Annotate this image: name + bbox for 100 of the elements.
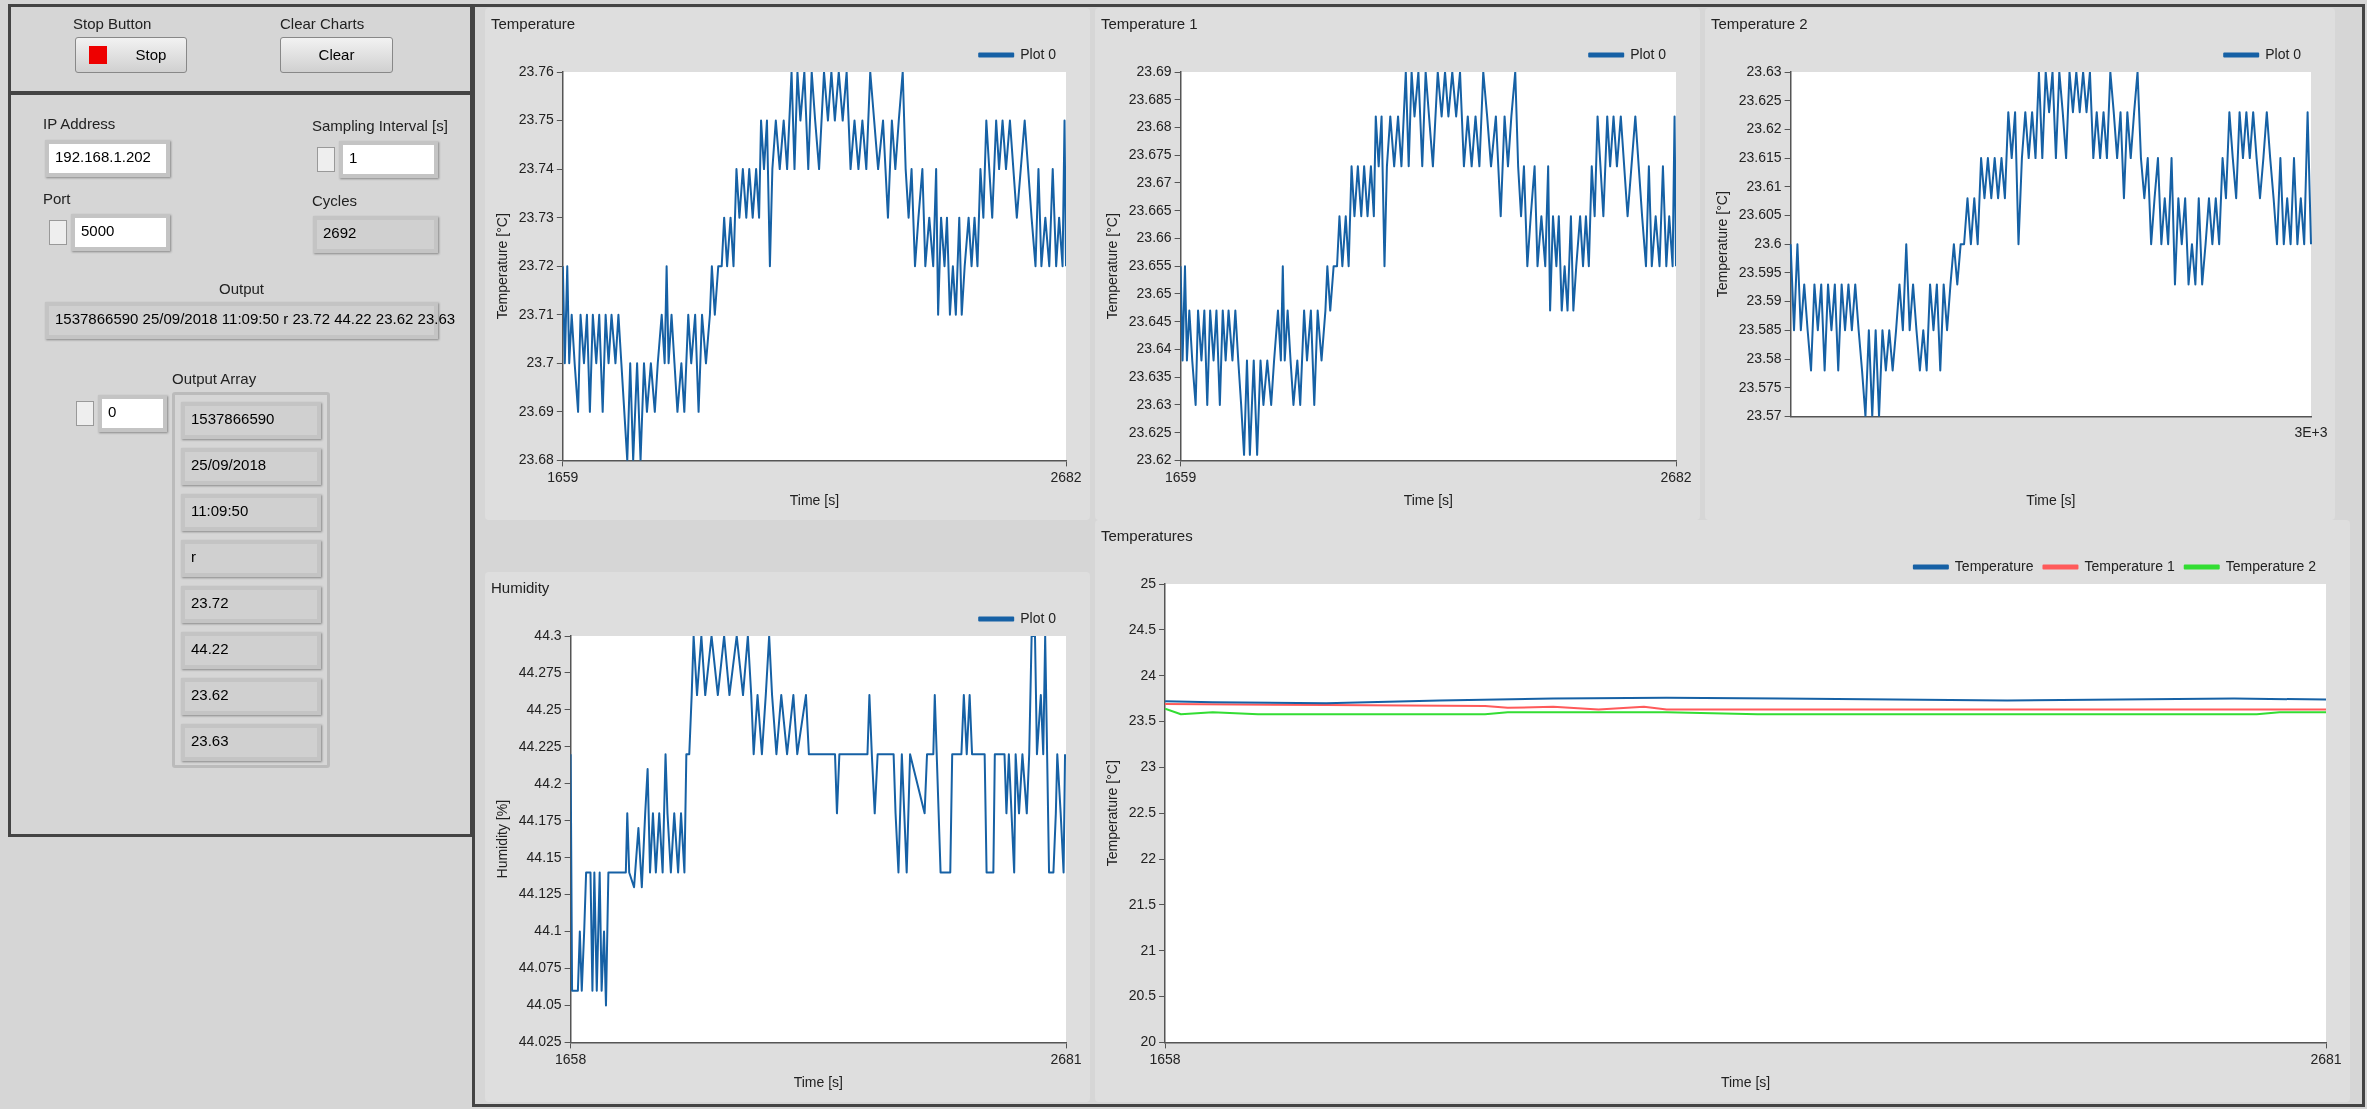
y-tick-label: 23.635 [1128,368,1172,385]
y-tick-label: 44.25 [526,700,562,717]
text: r [181,540,321,577]
y-tick-label: 22.5 [1128,804,1157,821]
y-tick-label: 23.625 [1738,91,1782,108]
text: Output [218,280,265,297]
y-tick-label: 23.58 [1746,349,1782,366]
x-axis-title: Time [s] [789,492,840,509]
x-tick-label: 1658 [1149,1050,1181,1067]
y-axis-title: Temperature [°C] [1104,760,1121,867]
y-tick-label: 44.225 [518,737,562,754]
x-tick-label: 2682 [1660,468,1692,485]
text: 0 [98,395,167,432]
y-tick-label: 23.67 [1136,173,1172,190]
y-tick-label: 23.605 [1738,206,1782,223]
y-tick-label: 23.61 [1746,177,1782,194]
text: Output Array [172,370,257,387]
y-tick-label: 23.585 [1738,321,1782,338]
y-tick-label: 23.655 [1128,257,1172,274]
y-tick-label: 23.66 [1136,229,1172,246]
y-tick-label: 23.64 [1136,340,1172,357]
text: 23.62 [181,678,321,715]
x-axis-title: Time [s] [1720,1074,1771,1091]
text: 1537866590 25/09/2018 11:09:50 r 23.72 44.22 23.62 23.63 [54,309,456,329]
legend-label: Plot 0 [2265,45,2302,62]
text: 25/09/2018 [181,448,321,485]
y-tick-label: 23.665 [1128,201,1172,218]
text: Clear [280,37,393,73]
chart-title: Humidity [491,579,550,597]
y-tick-label: 22 [1140,849,1157,866]
y-tick-label: 23.63 [1136,395,1172,412]
text: 44.22 [181,632,321,669]
legend-label: Plot 0 [1020,609,1057,626]
y-tick-label: 23.65 [1136,284,1172,301]
y-tick-label: 25 [1140,574,1157,591]
text: Port [43,190,71,207]
y-tick-label: 44.175 [518,811,562,828]
y-tick-label: 23.71 [518,305,555,322]
text: 23.72 [181,586,321,623]
y-tick-label: 23.69 [1136,62,1172,79]
y-tick-label: 23.63 [1746,62,1782,79]
y-tick-label: 23.7 [526,354,555,371]
y-tick-label: 23.645 [1128,312,1172,329]
y-tick-label: 21.5 [1128,895,1157,912]
text: 1 [339,141,438,178]
y-tick-label: 23.68 [518,451,555,468]
y-tick-label: 23.72 [518,257,555,274]
chart-title: Temperature 2 [1711,15,1808,33]
y-tick-label: 44.075 [518,959,562,976]
y-axis-title: Temperature [°C] [494,213,511,320]
y-tick-label: 23.575 [1738,378,1782,395]
y-tick-label: 23.6 [1754,235,1782,252]
text: Clear Charts [280,15,365,32]
y-tick-label: 23.75 [518,111,555,128]
text: 192.168.1.202 [45,140,170,177]
text: 23.63 [181,724,321,761]
y-tick-label: 23.68 [1136,118,1172,135]
y-tick-label: 44.2 [534,774,562,791]
y-tick-label: 44.125 [518,885,562,902]
x-tick-label: 1658 [555,1050,587,1067]
y-tick-label: 44.3 [534,626,562,643]
x-tick-label: 2681 [2310,1050,2342,1067]
y-axis-title: Humidity [%] [494,799,511,879]
x-axis-title: Time [s] [793,1074,843,1091]
text: 5000 [71,214,170,251]
y-tick-label: 23.625 [1128,423,1172,440]
y-tick-label: 23.5 [1128,712,1157,729]
x-tick-label: 2682 [1050,468,1082,485]
y-tick-label: 21 [1140,941,1157,958]
chart-title: Temperatures [1101,527,1193,545]
y-tick-label: 24.5 [1128,620,1157,637]
y-tick-label: 23.73 [518,208,555,225]
legend-label: Plot 0 [1630,45,1667,62]
legend-label: Plot 0 [1020,45,1057,62]
x-tick-label: 2681 [1050,1050,1082,1067]
legend-label: Temperature 1 [2084,557,2175,574]
x-tick-label: 1659 [1165,468,1197,485]
x-axis-title: Time [s] [1403,492,1453,509]
text: Cycles [312,192,358,209]
y-axis-title: Temperature [°C] [1104,213,1121,320]
y-tick-label: 24 [1140,666,1157,683]
text: 2692 [313,216,438,253]
x-axis-title: Time [s] [2026,492,2076,509]
y-tick-label: 44.05 [526,996,562,1013]
x-tick-label: 1659 [547,468,579,485]
y-tick-label: 23 [1140,758,1157,775]
y-tick-label: 23.62 [1136,451,1172,468]
text: 3E+3 [2294,424,2328,441]
y-tick-label: 44.275 [518,663,562,680]
y-tick-label: 44.1 [534,922,562,939]
legend-label: Temperature [1954,557,2034,574]
y-tick-label: 23.615 [1738,148,1782,165]
text: Stop Button [73,15,152,32]
chart-title: Temperature 1 [1101,15,1198,33]
text: IP Address [43,115,116,132]
y-axis-title: Temperature [°C] [1714,191,1731,298]
y-tick-label: 23.57 [1746,407,1782,424]
y-tick-label: 23.74 [518,159,555,176]
legend-label: Temperature 2 [2225,557,2317,574]
y-tick-label: 44.025 [518,1033,562,1050]
